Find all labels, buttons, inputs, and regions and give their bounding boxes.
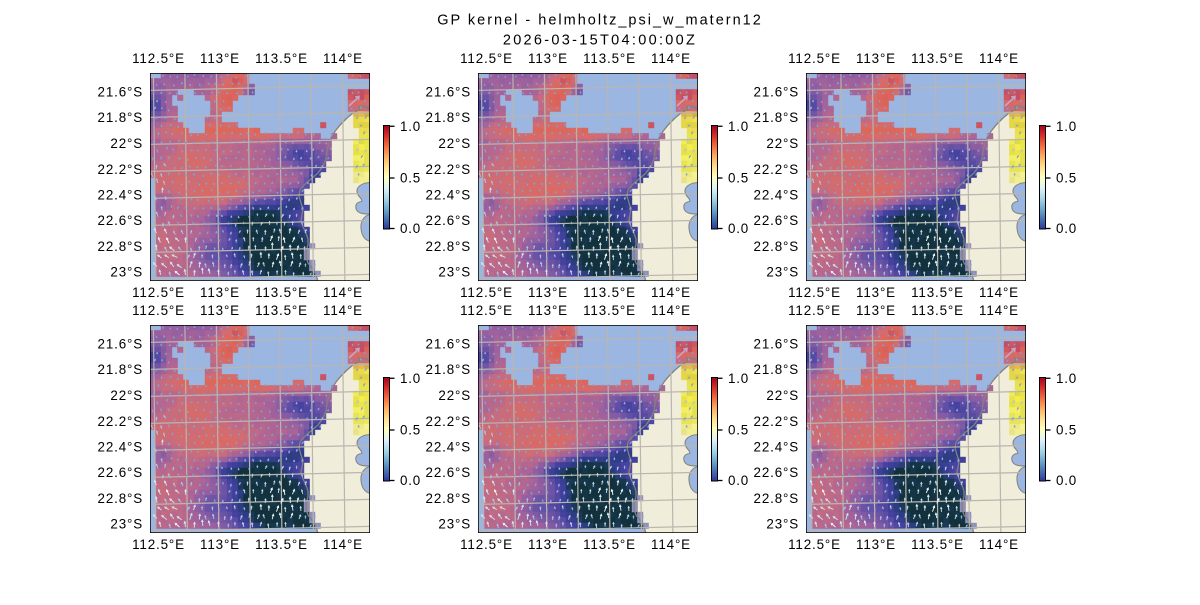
svg-text:112.5°E: 112.5°E	[460, 285, 513, 300]
svg-text:22.6°S: 22.6°S	[98, 213, 143, 228]
svg-text:112.5°E: 112.5°E	[460, 303, 513, 318]
svg-text:22°S: 22°S	[110, 136, 143, 151]
svg-text:113°E: 113°E	[200, 51, 240, 66]
svg-text:113.5°E: 113.5°E	[911, 303, 964, 318]
svg-text:113°E: 113°E	[528, 51, 568, 66]
svg-text:2026-03-15T04:00:00Z: 2026-03-15T04:00:00Z	[503, 33, 697, 49]
svg-text:112.5°E: 112.5°E	[460, 537, 513, 552]
svg-text:113.5°E: 113.5°E	[583, 303, 636, 318]
svg-text:22.4°S: 22.4°S	[98, 440, 143, 455]
svg-text:114°E: 114°E	[651, 537, 691, 552]
svg-text:113.5°E: 113.5°E	[255, 303, 308, 318]
svg-text:113°E: 113°E	[856, 51, 896, 66]
svg-text:113.5°E: 113.5°E	[911, 285, 964, 300]
svg-text:22.4°S: 22.4°S	[754, 440, 799, 455]
svg-text:113°E: 113°E	[856, 537, 896, 552]
svg-text:113°E: 113°E	[200, 285, 240, 300]
svg-text:23°S: 23°S	[766, 516, 799, 531]
svg-text:114°E: 114°E	[979, 303, 1019, 318]
svg-text:113°E: 113°E	[200, 537, 240, 552]
svg-text:22.8°S: 22.8°S	[98, 239, 143, 254]
svg-text:21.8°S: 21.8°S	[754, 362, 799, 377]
svg-text:22.4°S: 22.4°S	[426, 440, 471, 455]
svg-text:113°E: 113°E	[856, 303, 896, 318]
svg-text:22.6°S: 22.6°S	[426, 213, 471, 228]
svg-text:22.6°S: 22.6°S	[754, 213, 799, 228]
svg-text:114°E: 114°E	[651, 51, 691, 66]
svg-text:113.5°E: 113.5°E	[255, 51, 308, 66]
svg-text:21.6°S: 21.6°S	[754, 337, 799, 352]
svg-text:22.4°S: 22.4°S	[754, 188, 799, 203]
svg-text:21.8°S: 21.8°S	[98, 362, 143, 377]
svg-text:23°S: 23°S	[438, 516, 471, 531]
svg-text:113.5°E: 113.5°E	[583, 51, 636, 66]
svg-text:22.4°S: 22.4°S	[426, 188, 471, 203]
svg-text:22.2°S: 22.2°S	[98, 162, 143, 177]
svg-text:114°E: 114°E	[651, 285, 691, 300]
svg-text:22°S: 22°S	[766, 388, 799, 403]
svg-text:114°E: 114°E	[651, 303, 691, 318]
svg-text:114°E: 114°E	[979, 51, 1019, 66]
svg-text:113.5°E: 113.5°E	[583, 285, 636, 300]
svg-text:114°E: 114°E	[323, 51, 363, 66]
svg-text:112.5°E: 112.5°E	[788, 285, 841, 300]
svg-text:23°S: 23°S	[766, 264, 799, 279]
svg-text:21.6°S: 21.6°S	[98, 337, 143, 352]
svg-text:22.8°S: 22.8°S	[98, 491, 143, 506]
svg-text:114°E: 114°E	[979, 285, 1019, 300]
svg-text:22.2°S: 22.2°S	[426, 162, 471, 177]
svg-text:114°E: 114°E	[323, 303, 363, 318]
svg-text:112.5°E: 112.5°E	[132, 51, 185, 66]
svg-text:21.6°S: 21.6°S	[754, 85, 799, 100]
svg-text:22.2°S: 22.2°S	[98, 414, 143, 429]
svg-text:GP kernel - helmholtz_psi_w_ma: GP kernel - helmholtz_psi_w_matern12	[437, 12, 763, 28]
svg-text:21.6°S: 21.6°S	[98, 85, 143, 100]
svg-text:22.8°S: 22.8°S	[754, 491, 799, 506]
svg-text:21.8°S: 21.8°S	[754, 110, 799, 125]
svg-text:23°S: 23°S	[110, 516, 143, 531]
svg-text:22°S: 22°S	[766, 136, 799, 151]
svg-text:21.8°S: 21.8°S	[426, 362, 471, 377]
svg-text:22.6°S: 22.6°S	[754, 465, 799, 480]
svg-text:112.5°E: 112.5°E	[788, 303, 841, 318]
svg-text:113°E: 113°E	[528, 285, 568, 300]
svg-text:113.5°E: 113.5°E	[911, 51, 964, 66]
svg-text:112.5°E: 112.5°E	[132, 537, 185, 552]
svg-text:112.5°E: 112.5°E	[460, 51, 513, 66]
svg-text:22.2°S: 22.2°S	[754, 414, 799, 429]
svg-text:21.6°S: 21.6°S	[426, 337, 471, 352]
svg-text:21.8°S: 21.8°S	[426, 110, 471, 125]
svg-text:22.2°S: 22.2°S	[754, 162, 799, 177]
svg-text:113°E: 113°E	[856, 285, 896, 300]
svg-text:22.8°S: 22.8°S	[426, 239, 471, 254]
svg-text:21.6°S: 21.6°S	[426, 85, 471, 100]
svg-text:114°E: 114°E	[323, 537, 363, 552]
svg-text:113.5°E: 113.5°E	[911, 537, 964, 552]
svg-text:22.8°S: 22.8°S	[754, 239, 799, 254]
svg-text:113.5°E: 113.5°E	[255, 285, 308, 300]
svg-text:112.5°E: 112.5°E	[788, 537, 841, 552]
svg-text:21.8°S: 21.8°S	[98, 110, 143, 125]
svg-text:23°S: 23°S	[110, 264, 143, 279]
svg-text:113°E: 113°E	[528, 303, 568, 318]
svg-text:22.6°S: 22.6°S	[426, 465, 471, 480]
svg-text:23°S: 23°S	[438, 264, 471, 279]
svg-text:22°S: 22°S	[110, 388, 143, 403]
svg-text:114°E: 114°E	[979, 537, 1019, 552]
svg-text:22.8°S: 22.8°S	[426, 491, 471, 506]
svg-text:113.5°E: 113.5°E	[255, 537, 308, 552]
svg-text:113.5°E: 113.5°E	[583, 537, 636, 552]
svg-text:22.4°S: 22.4°S	[98, 188, 143, 203]
svg-text:22.6°S: 22.6°S	[98, 465, 143, 480]
svg-text:113°E: 113°E	[528, 537, 568, 552]
svg-text:22.2°S: 22.2°S	[426, 414, 471, 429]
svg-text:22°S: 22°S	[438, 388, 471, 403]
svg-text:112.5°E: 112.5°E	[132, 303, 185, 318]
svg-text:112.5°E: 112.5°E	[132, 285, 185, 300]
svg-text:114°E: 114°E	[323, 285, 363, 300]
svg-text:113°E: 113°E	[200, 303, 240, 318]
svg-text:112.5°E: 112.5°E	[788, 51, 841, 66]
svg-text:22°S: 22°S	[438, 136, 471, 151]
